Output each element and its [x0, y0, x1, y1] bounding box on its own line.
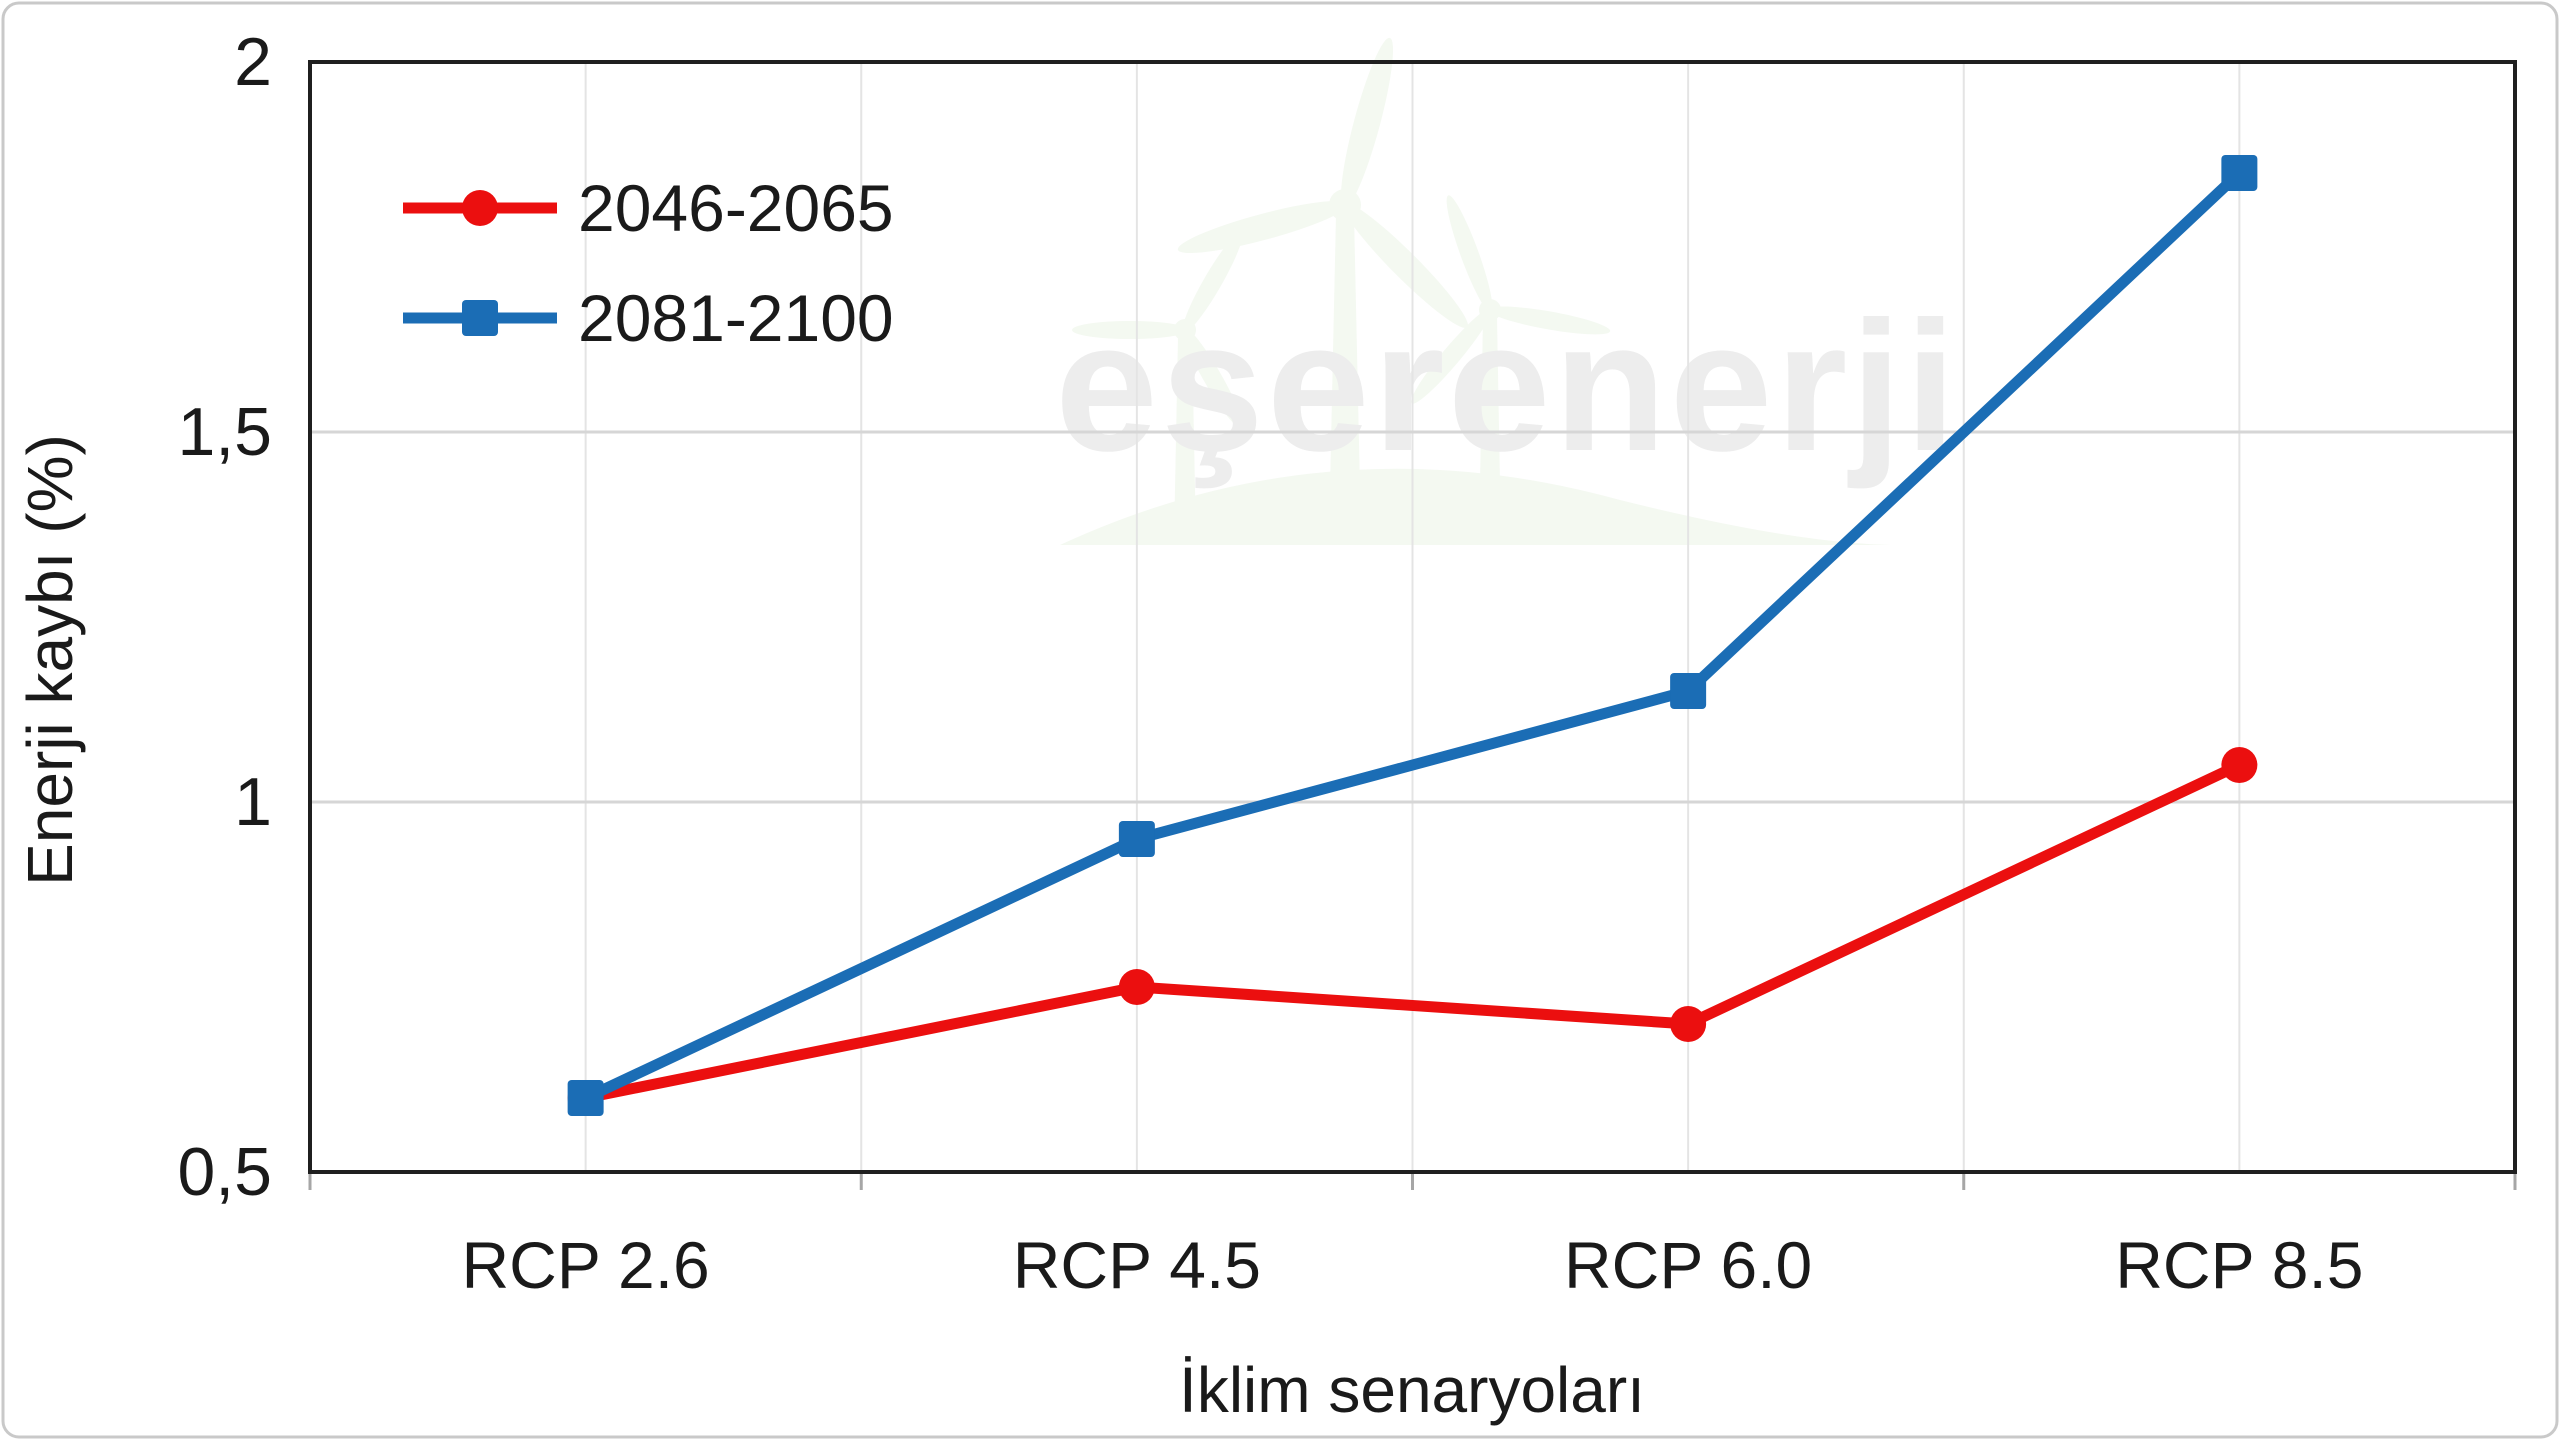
- legend-item-2081-2100: 2081-2100: [403, 281, 894, 355]
- legend-label-2081-2100: 2081-2100: [578, 281, 894, 355]
- legend-circle-marker-icon: [462, 190, 498, 226]
- watermark-logo: eşerenerji: [1055, 37, 1959, 545]
- data-point-square-icon: [1118, 821, 1155, 857]
- data-point-square-icon: [1670, 673, 1707, 709]
- y-tick-label: 1,5: [177, 394, 272, 470]
- series-line-2081-2100: [580, 167, 2245, 1104]
- legend-square-marker-icon: [462, 300, 498, 336]
- x-tick-label: RCP 2.6: [462, 1228, 710, 1302]
- plot-border: [308, 60, 2517, 1174]
- data-series: [567, 155, 2258, 1116]
- y-tick-label: 1: [234, 764, 272, 840]
- data-point-square-icon: [567, 1080, 604, 1116]
- gridlines: [310, 62, 2515, 1172]
- legend: 2046-2065 2081-2100: [403, 171, 894, 355]
- x-tick-label: RCP 8.5: [2115, 1228, 2363, 1302]
- y-tick-label: 2: [234, 24, 272, 100]
- legend-label-2046-2065: 2046-2065: [578, 171, 894, 245]
- y-tick-label: 0,5: [177, 1134, 272, 1210]
- data-point-circle-icon: [1670, 1006, 1707, 1042]
- data-point-square-icon: [2221, 155, 2258, 191]
- legend-item-2046-2065: 2046-2065: [403, 171, 894, 245]
- x-tick-label: RCP 4.5: [1013, 1228, 1261, 1302]
- data-point-circle-icon: [1118, 969, 1155, 1005]
- axis-ticks-and-labels: 2 1,5 1 0,5 RCP 2.6 RCP 4.5 RCP 6.0 RCP 8.5: [177, 24, 2517, 1302]
- series-line-2046-2065: [580, 759, 2245, 1104]
- y-axis-title: Enerji kaybı (%): [14, 434, 86, 886]
- watermark-text: eşerenerji: [1055, 284, 1959, 490]
- x-axis-title: İklim senaryoları: [1179, 1354, 1645, 1426]
- wind-turbine-icon: [1060, 37, 1900, 545]
- data-point-circle-icon: [2221, 747, 2258, 783]
- x-tick-label: RCP 6.0: [1564, 1228, 1812, 1302]
